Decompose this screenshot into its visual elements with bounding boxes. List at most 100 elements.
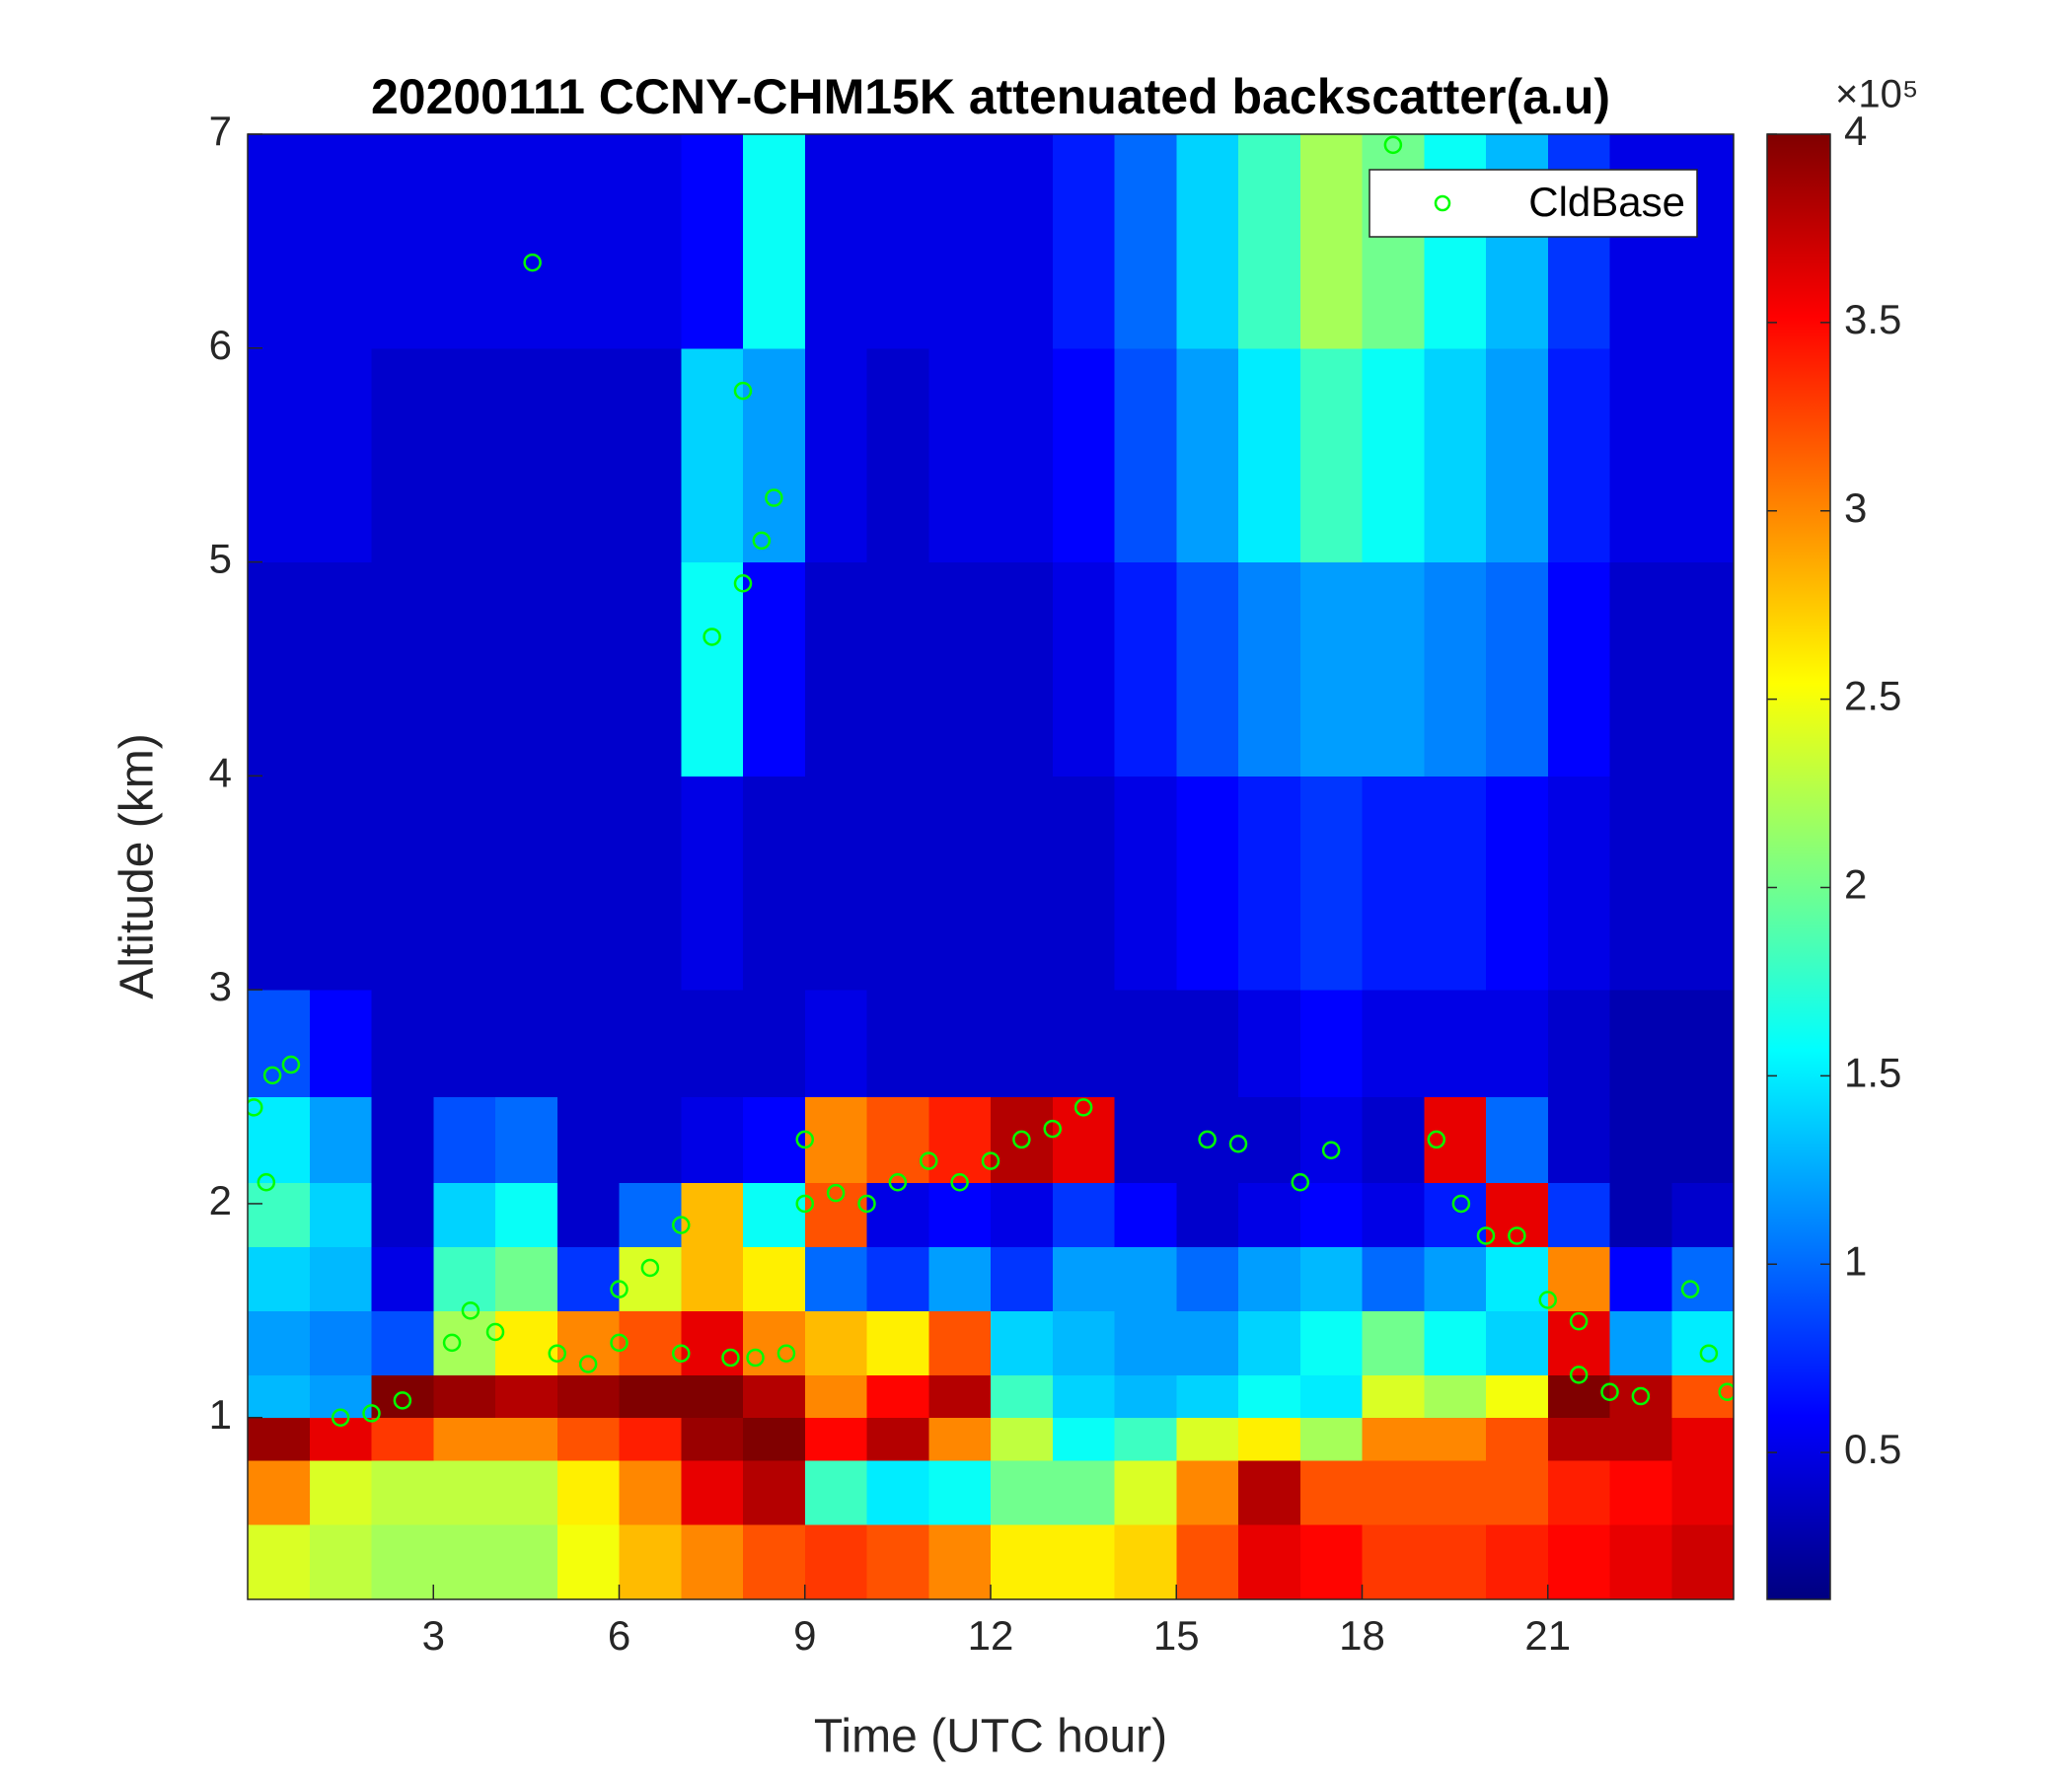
heatmap-cell [1609, 1182, 1672, 1247]
colorbar-tick-label: 3 [1844, 484, 1867, 531]
cloud-base-point [523, 253, 542, 272]
heatmap-cell [804, 134, 867, 349]
heatmap-cell [1362, 990, 1425, 1098]
heatmap-cell [866, 347, 929, 563]
heatmap-cell [1238, 134, 1301, 349]
x-tick-label: 15 [1153, 1612, 1200, 1659]
heatmap-cell [991, 1460, 1054, 1525]
heatmap-cell [433, 1524, 496, 1599]
cloud-base-point [1680, 1280, 1700, 1298]
heatmap-cell [928, 1096, 992, 1183]
heatmap-cell [248, 134, 311, 349]
heatmap-cell [743, 1417, 806, 1461]
heatmap-cell [371, 1310, 434, 1375]
heatmap-cell [1609, 1524, 1672, 1599]
cloud-base-point [461, 1301, 481, 1320]
heatmap-cell [1609, 1096, 1672, 1183]
heatmap-cell [928, 1246, 992, 1311]
heatmap-cell [619, 1246, 682, 1311]
heatmap-cell [991, 347, 1054, 563]
heatmap-cell [1424, 1460, 1487, 1525]
heatmap-cell [248, 1460, 311, 1525]
legend-label: CldBase [1528, 179, 1685, 225]
heatmap-cell [1486, 1524, 1549, 1599]
heatmap-cell [743, 990, 806, 1098]
colorbar-scale-label: ×10⁵ [1835, 73, 1918, 116]
heatmap-cell [248, 1310, 311, 1375]
heatmap-cell [804, 1417, 867, 1461]
heatmap-cell [1176, 1374, 1239, 1419]
heatmap-cell [743, 1524, 806, 1599]
cloud-base-point [1321, 1141, 1341, 1159]
heatmap-cell [1238, 1417, 1301, 1461]
heatmap-cell [1052, 1310, 1115, 1375]
heatmap-cell [1052, 561, 1115, 777]
heatmap-cell [681, 990, 744, 1098]
cloud-base-point [1228, 1134, 1248, 1153]
legend-box [1369, 169, 1698, 238]
heatmap-cell [1176, 1417, 1239, 1461]
heatmap-cell [1424, 776, 1487, 991]
heatmap-cell [1238, 347, 1301, 563]
cloud-base-point [672, 1344, 691, 1363]
heatmap-cell [681, 1524, 744, 1599]
heatmap-cell [556, 776, 620, 991]
heatmap-cell [1299, 561, 1363, 777]
heatmap-cell [556, 134, 620, 349]
heatmap-cell [619, 776, 682, 991]
heatmap-cell [433, 134, 496, 349]
cloud-base-point [721, 1348, 740, 1368]
heatmap-cell [1424, 1246, 1487, 1311]
heatmap-cell [1609, 990, 1672, 1098]
heatmap-cell [433, 561, 496, 777]
heatmap-cell [371, 1246, 434, 1311]
heatmap-cell [866, 1460, 929, 1525]
heatmap-cell [743, 347, 806, 563]
y-tick-label: 1 [209, 1391, 232, 1438]
heatmap-cell [619, 561, 682, 777]
heatmap-cell [1671, 347, 1734, 563]
heatmap-cell [371, 347, 434, 563]
heatmap-cell [681, 347, 744, 563]
heatmap-cell [1238, 776, 1301, 991]
heatmap-cell [804, 1310, 867, 1375]
cloud-base-point [1538, 1291, 1557, 1309]
heatmap-cell [1362, 1246, 1425, 1311]
heatmap-cell [1052, 1524, 1115, 1599]
heatmap-cell [866, 776, 929, 991]
heatmap-cell [1114, 1310, 1177, 1375]
cloud-base-point [1451, 1194, 1471, 1214]
heatmap-cell [866, 990, 929, 1098]
heatmap-cell [1547, 1417, 1610, 1461]
heatmap-cell [1114, 1417, 1177, 1461]
heatmap-cell [371, 1417, 434, 1461]
heatmap-cell [556, 561, 620, 777]
heatmap-cell [866, 561, 929, 777]
heatmap-cell [743, 776, 806, 991]
cloud-base-point [257, 1173, 276, 1192]
heatmap-cell [1547, 134, 1610, 349]
heatmap-cell [1609, 776, 1672, 991]
heatmap-cell [991, 134, 1054, 349]
heatmap-cell [1299, 1246, 1363, 1311]
heatmap-cell [1547, 561, 1610, 777]
heatmap-cell [1424, 1182, 1487, 1247]
cloud-base-point [1699, 1344, 1719, 1363]
heatmap-cell [248, 1182, 311, 1247]
heatmap-cell [371, 1096, 434, 1183]
heatmap-cell [371, 1460, 434, 1525]
heatmap-cell [743, 1374, 806, 1419]
heatmap-cell [991, 1246, 1054, 1311]
heatmap-cell [1052, 990, 1115, 1098]
heatmap-cell [309, 561, 372, 777]
cloud-base-point [1383, 135, 1403, 155]
heatmap-cell [991, 1417, 1054, 1461]
heatmap-cell [1052, 1417, 1115, 1461]
heatmap-cell [681, 1182, 744, 1247]
cloud-base-point [610, 1333, 629, 1353]
heatmap-cell [371, 561, 434, 777]
heatmap-cell [743, 1246, 806, 1311]
heatmap-cell [248, 347, 311, 563]
cloud-base-point [1012, 1130, 1031, 1149]
heatmap-cell [1299, 1524, 1363, 1599]
